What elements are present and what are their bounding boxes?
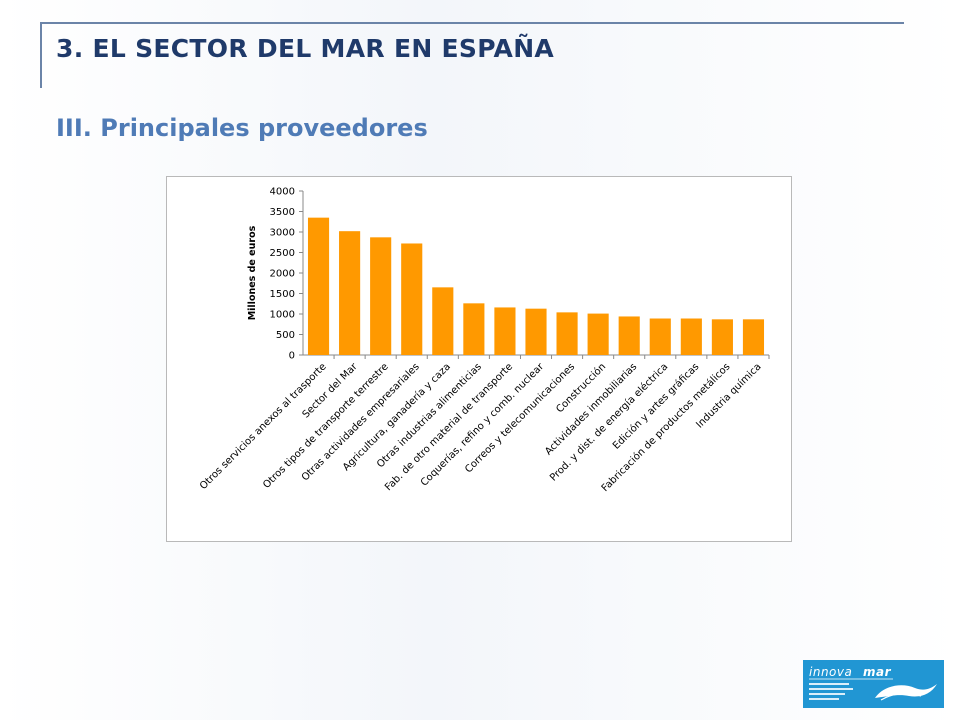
x-tick-label: Otros tipos de transporte terrestre	[261, 361, 391, 491]
bar	[618, 316, 640, 355]
y-tick-label: 3500	[270, 207, 295, 218]
y-tick-label: 1500	[270, 289, 295, 300]
y-tick-label: 500	[276, 330, 295, 341]
y-tick-label: 0	[289, 351, 295, 362]
page-subtitle: III. Principales proveedores	[56, 114, 428, 142]
y-tick-label: 2000	[270, 269, 295, 280]
bar	[339, 231, 361, 355]
bar	[463, 303, 485, 355]
bar	[680, 318, 702, 355]
bar	[649, 318, 671, 355]
bars	[307, 217, 770, 359]
bar	[587, 313, 609, 355]
bar	[494, 307, 516, 355]
chart-panel: 0 500 1000 1500 2000 2500 3000 3500 4000 Otros s…	[166, 176, 792, 542]
bar	[525, 308, 547, 355]
y-tick-label: 3000	[270, 228, 295, 239]
bar	[432, 287, 454, 355]
innovamar-logo: innova mar	[803, 660, 944, 708]
logo-graphic: innova mar	[803, 660, 944, 708]
y-tick-label: 1000	[270, 310, 295, 321]
x-axis-labels: Otros servicios anexos al trasporteSecto…	[198, 360, 764, 494]
x-tick-label: Sector del Mar	[301, 361, 361, 421]
bar	[742, 319, 765, 355]
bar	[401, 243, 423, 355]
svg-text:mar: mar	[863, 665, 892, 679]
bar-chart: 0 500 1000 1500 2000 2500 3000 3500 4000 Otros s…	[198, 187, 770, 494]
bar	[307, 217, 330, 355]
svg-text:innova: innova	[809, 665, 852, 679]
bar	[370, 237, 392, 355]
y-tick-label: 2500	[270, 248, 295, 259]
bar	[556, 312, 578, 355]
title-frame	[40, 22, 904, 88]
page-title: 3. EL SECTOR DEL MAR EN ESPAÑA	[56, 34, 555, 63]
bar	[711, 319, 733, 355]
y-axis-title: Millones de euros	[247, 225, 258, 320]
y-tick-label: 4000	[270, 187, 295, 198]
